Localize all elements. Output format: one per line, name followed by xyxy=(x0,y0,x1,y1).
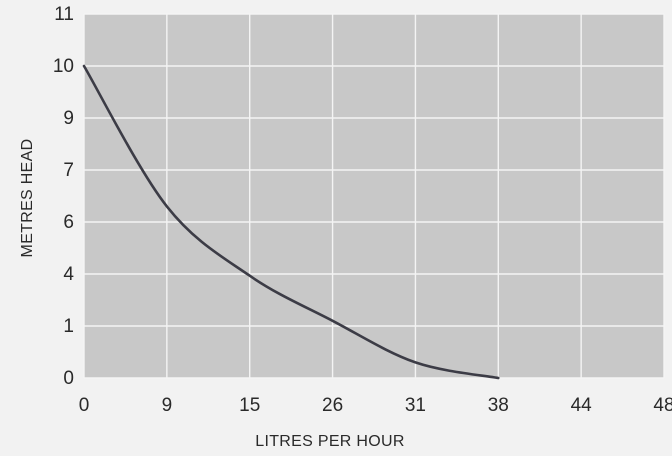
x-axis-title: LITRES PER HOUR xyxy=(255,433,404,450)
series-group xyxy=(82,64,500,380)
y-tick-label: 4 xyxy=(63,264,74,285)
x-tick-label: 38 xyxy=(488,395,509,416)
y-tick-label: 10 xyxy=(53,56,74,77)
y-tick-label: 6 xyxy=(63,212,74,233)
y-axis-ticks: 0 1 4 6 7 9 10 11 xyxy=(53,4,75,389)
y-axis-title: METRES HEAD xyxy=(19,139,36,258)
x-axis-ticks: 0 9 15 26 31 38 44 48 xyxy=(79,395,672,416)
plot-area xyxy=(84,14,664,378)
x-tick-label: 0 xyxy=(79,395,90,416)
x-tick-label: 48 xyxy=(653,395,672,416)
y-tick-label: 11 xyxy=(54,4,74,25)
x-tick-label: 9 xyxy=(162,395,173,416)
y-tick-label: 0 xyxy=(63,368,74,389)
x-tick-label: 26 xyxy=(322,395,343,416)
y-tick-label: 7 xyxy=(63,160,74,181)
series-line xyxy=(82,64,500,380)
y-tick-label: 1 xyxy=(63,316,74,337)
y-tick-label: 9 xyxy=(63,108,74,129)
x-tick-label: 15 xyxy=(239,395,260,416)
x-tick-label: 31 xyxy=(405,395,426,416)
x-tick-label: 44 xyxy=(571,395,593,416)
